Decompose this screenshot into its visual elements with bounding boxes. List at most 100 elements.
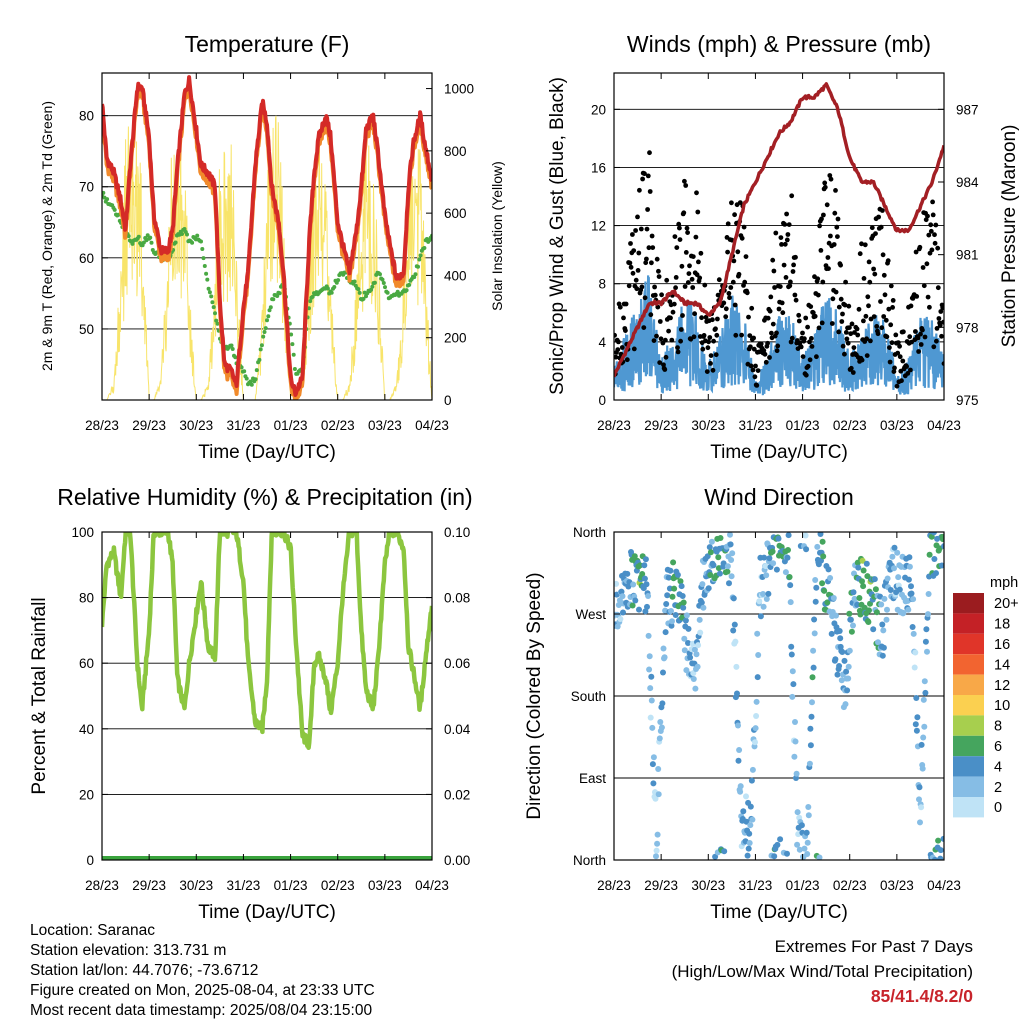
wind-direction-point — [720, 560, 727, 567]
legend-swatch — [953, 695, 984, 716]
gust-point — [782, 222, 788, 227]
winds-xlabel: Time (Day/UTC) — [710, 442, 848, 463]
dewpoint-point — [259, 343, 264, 348]
gust-point — [779, 300, 785, 306]
dewpoint-point — [102, 190, 106, 195]
legend-label: 14 — [994, 657, 1010, 673]
wind-direction-point — [941, 543, 944, 550]
gust-point — [879, 325, 885, 331]
wind-direction-point — [690, 676, 697, 682]
humidity-series — [102, 532, 432, 860]
legend-swatch — [953, 715, 984, 736]
wind-direction-point — [668, 608, 674, 614]
x-tick-label: 28/23 — [597, 418, 631, 433]
gust-point — [669, 337, 675, 343]
gust-point — [908, 367, 913, 373]
wind-direction-point — [680, 599, 687, 606]
gust-point — [700, 346, 706, 352]
wind-direction-point — [846, 647, 853, 654]
legend-swatch — [953, 797, 984, 818]
gust-point — [678, 327, 684, 332]
gust-point — [672, 234, 678, 240]
gust-point — [847, 325, 852, 330]
x-tick-label: 01/23 — [274, 418, 308, 433]
wind-direction-point — [707, 572, 714, 578]
x-tick-label: 29/23 — [132, 418, 166, 433]
gust-point — [750, 367, 756, 373]
wind-direction-point — [644, 603, 650, 610]
x-tick-label: 01/23 — [786, 418, 820, 433]
wind-direction-point — [664, 592, 671, 599]
wind-direction-point — [695, 642, 702, 649]
gust-point — [727, 295, 732, 301]
dewpoint-point — [148, 235, 153, 240]
gust-point — [880, 208, 885, 213]
legend-swatch — [953, 593, 984, 614]
temperature-series — [102, 75, 432, 400]
wind-direction-point — [752, 725, 759, 732]
x-tick-label: 02/23 — [321, 418, 355, 433]
wind-direction-point — [615, 602, 622, 608]
gust-point — [810, 310, 816, 316]
wind-direction-point — [654, 840, 661, 847]
gust-point — [826, 266, 831, 271]
pressure-line — [614, 82, 944, 378]
gust-point — [723, 314, 729, 320]
wind-direction-point — [735, 757, 742, 764]
gust-point — [683, 183, 689, 188]
gust-point — [873, 231, 878, 237]
gust-point — [807, 339, 812, 345]
wind-direction-point — [895, 574, 902, 581]
x-tick-label: 04/23 — [927, 878, 961, 893]
wind-direction-point — [918, 804, 925, 811]
wind-direction-point — [648, 673, 655, 680]
gust-point — [796, 312, 802, 318]
gust-point — [878, 299, 883, 304]
wind-direction-point — [685, 625, 692, 632]
gust-point — [788, 339, 794, 345]
gust-point — [774, 348, 780, 354]
gust-point — [674, 245, 680, 251]
dewpoint-point — [201, 256, 206, 261]
wind-direction-point — [863, 560, 870, 567]
x-tick-label: 28/23 — [597, 878, 631, 893]
legend-label: 0 — [994, 800, 1002, 816]
wind-direction-point — [654, 831, 661, 838]
gust-point — [726, 291, 732, 296]
y-tick-label-right: 978 — [956, 320, 979, 335]
gust-point — [657, 319, 663, 324]
dewpoint-point — [418, 253, 423, 258]
wind-direction-point — [821, 587, 828, 594]
gust-point — [628, 241, 633, 246]
wind-direction-point — [817, 532, 824, 537]
wind-direction-point — [808, 713, 815, 720]
gust-point — [818, 248, 824, 253]
wind-direction-point — [859, 578, 865, 585]
gust-point — [658, 336, 664, 342]
gust-point — [843, 279, 848, 285]
wind-direction-point — [805, 804, 812, 810]
wind-direction-point — [830, 595, 837, 601]
gust-point — [874, 324, 880, 329]
x-tick-label: 29/23 — [644, 418, 678, 433]
gust-point — [633, 277, 639, 283]
gust-point — [925, 213, 930, 219]
gust-point — [875, 331, 881, 337]
gust-point — [682, 178, 687, 184]
wind-direction-point — [884, 606, 890, 613]
wind-direction-point — [733, 663, 740, 670]
gust-point — [822, 184, 828, 190]
gust-point — [763, 359, 769, 365]
wind-direction-point — [736, 747, 743, 753]
wind-direction-point — [746, 830, 753, 837]
wind-direction-point — [632, 597, 639, 604]
gust-point — [637, 187, 642, 193]
wind-direction-point — [891, 544, 898, 551]
wind-direction-point — [846, 610, 853, 617]
wind-direction-point — [730, 595, 737, 602]
direction-xlabel: Time (Day/UTC) — [710, 902, 848, 923]
wind-direction-point — [809, 699, 815, 706]
wind-direction-point — [771, 853, 778, 860]
wind-direction-point — [854, 601, 861, 608]
direction-ticks: 28/23 29/23 30/23 31/23 01/23 02/23 03/23 04/23… — [571, 525, 961, 893]
